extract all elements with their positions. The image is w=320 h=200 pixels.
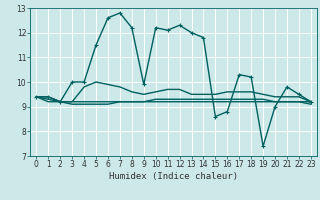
X-axis label: Humidex (Indice chaleur): Humidex (Indice chaleur) (109, 172, 238, 181)
